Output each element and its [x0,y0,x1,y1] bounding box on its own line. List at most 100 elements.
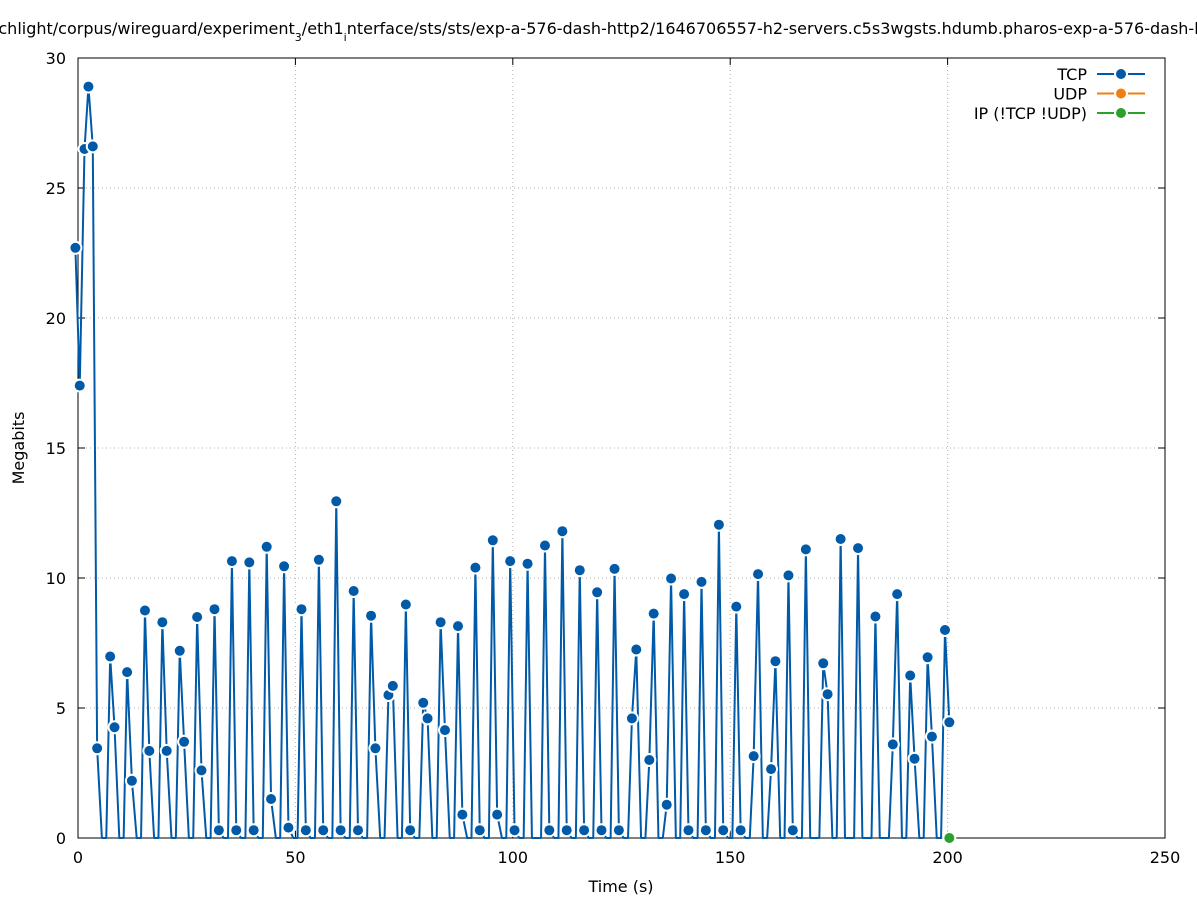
data-point [505,556,516,567]
data-point [696,576,707,587]
data-point [157,617,168,628]
data-point [609,563,620,574]
y-tick-label: 5 [56,699,66,718]
data-point [770,656,781,667]
data-point [822,689,833,700]
data-point [509,825,520,836]
data-point [109,722,120,733]
series-layer [68,79,957,845]
data-point [922,652,933,663]
data-point [905,670,916,681]
data-point [313,554,324,565]
data-point [179,736,190,747]
data-point [192,612,203,622]
data-point [435,617,446,628]
data-point [766,764,777,775]
data-point [944,717,955,728]
data-point [405,825,416,836]
data-point [870,611,881,622]
data-point [679,589,690,600]
legend-label: TCP [1056,65,1087,84]
grid [78,58,1165,838]
y-tick-label: 30 [46,49,66,68]
data-point [574,565,585,576]
y-axis-label: Megabits [9,412,28,485]
legend-item: IP (!TCP !UDP) [974,104,1145,123]
data-point [87,141,98,152]
title-part: nterface/sts/sts/exp-a-576-dash-http2/16… [347,19,1197,38]
data-point [196,765,207,776]
data-point [718,825,729,836]
data-point [539,540,550,551]
data-point [522,558,533,569]
data-point [944,833,955,843]
data-point [453,621,464,632]
data-point [683,825,694,836]
data-point [492,809,503,820]
data-point [70,242,81,253]
data-point [283,822,294,833]
axis-ticks: 0 50 100 150 200 250 0 5 10 15 20 25 30 [46,49,1181,867]
data-point [266,794,277,804]
y-tick-label: 0 [56,829,66,848]
data-point [892,589,903,600]
title-part: 3 [295,31,302,44]
data-point [487,535,498,546]
data-point [83,81,94,92]
data-point [561,825,572,836]
data-point [74,380,85,391]
legend-marker [1116,88,1126,99]
data-point [853,543,864,554]
data-point [422,713,433,724]
data-point [457,809,468,820]
data-point [818,658,829,669]
legend-label: UDP [1053,85,1087,104]
data-point [296,604,307,615]
legend-label: IP (!TCP !UDP) [974,104,1087,123]
data-point [666,573,677,584]
data-point [370,743,381,754]
legend-marker [1116,108,1126,118]
chart-title: /searchlight/corpus/wireguard/experiment… [0,19,1197,44]
data-point [139,605,150,616]
x-tick-label: 250 [1150,848,1181,867]
data-point [731,601,742,612]
y-tick-label: 10 [46,569,66,588]
title-part: /eth1 [302,19,344,38]
data-point [783,570,794,581]
x-tick-label: 0 [73,848,83,867]
data-point [261,541,272,552]
series-2 [942,831,957,845]
data-point [366,610,377,621]
data-point [753,569,764,580]
y-tick-label: 25 [46,179,66,198]
data-point [331,496,342,507]
y-tick-label: 15 [46,439,66,458]
data-point [787,825,798,836]
data-point [470,562,481,573]
data-point [387,680,398,691]
data-point [348,586,359,596]
data-point [939,625,950,635]
data-point [592,587,603,598]
title-part: i [344,31,347,44]
data-point [909,753,920,764]
data-point [474,825,485,836]
data-point [626,713,637,724]
x-tick-label: 100 [498,848,529,867]
data-point [735,825,746,836]
data-point [596,825,607,836]
data-point [231,825,242,836]
data-point [318,825,329,836]
y-tick-label: 20 [46,309,66,328]
x-axis-label: Time (s) [587,877,653,896]
data-point [835,534,846,544]
data-point [213,825,224,836]
data-point [126,775,137,786]
data-point [926,731,937,742]
data-point [248,825,259,836]
data-point [161,745,172,756]
data-point [439,725,450,736]
data-point [544,825,555,836]
